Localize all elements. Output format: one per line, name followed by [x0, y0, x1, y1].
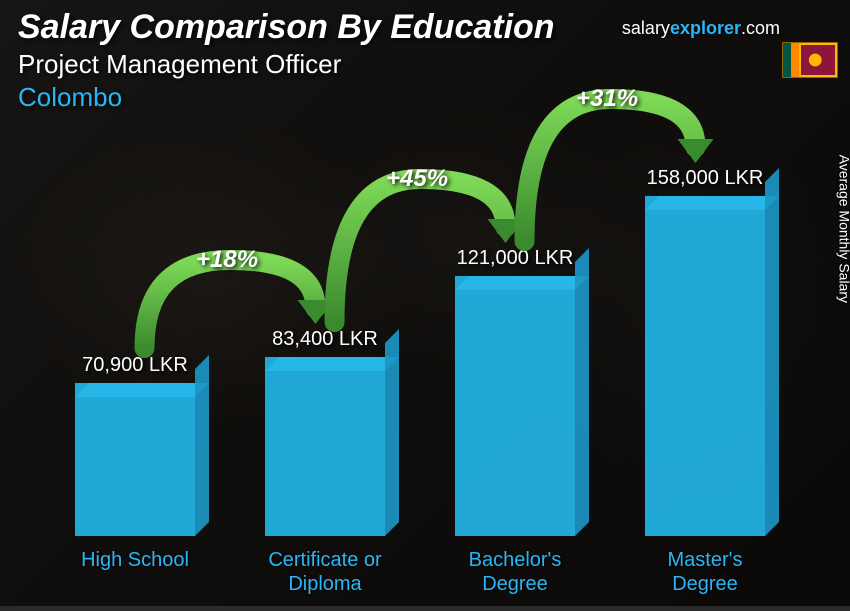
- x-axis-label: Certificate orDiploma: [230, 548, 420, 596]
- bar-3d: [645, 196, 765, 536]
- percent-increase-label: +45%: [386, 165, 448, 193]
- x-axis-label: High School: [40, 548, 230, 596]
- x-axis: High SchoolCertificate orDiplomaBachelor…: [40, 548, 800, 596]
- bar-group: 70,900 LKR: [40, 354, 230, 536]
- x-axis-label: Bachelor'sDegree: [420, 548, 610, 596]
- bar-group: 158,000 LKR: [610, 167, 800, 536]
- bar-3d: [75, 383, 195, 536]
- bar-value-label: 121,000 LKR: [457, 247, 574, 270]
- x-axis-label: Master'sDegree: [610, 548, 800, 596]
- bar-value-label: 70,900 LKR: [82, 354, 188, 377]
- bar-value-label: 83,400 LKR: [272, 328, 378, 351]
- chart-subtitle: Project Management Officer: [18, 49, 832, 80]
- chart-location: Colombo: [18, 82, 832, 113]
- bar-3d: [455, 276, 575, 536]
- percent-increase-label: +18%: [196, 246, 258, 274]
- bar-group: 83,400 LKR: [230, 328, 420, 536]
- header: Salary Comparison By Education Project M…: [18, 8, 832, 113]
- bar-value-label: 158,000 LKR: [647, 167, 764, 190]
- bar-3d: [265, 357, 385, 536]
- yaxis-label: Average Monthly Salary: [836, 155, 850, 303]
- bar-group: 121,000 LKR: [420, 247, 610, 536]
- chart-title: Salary Comparison By Education: [18, 8, 832, 47]
